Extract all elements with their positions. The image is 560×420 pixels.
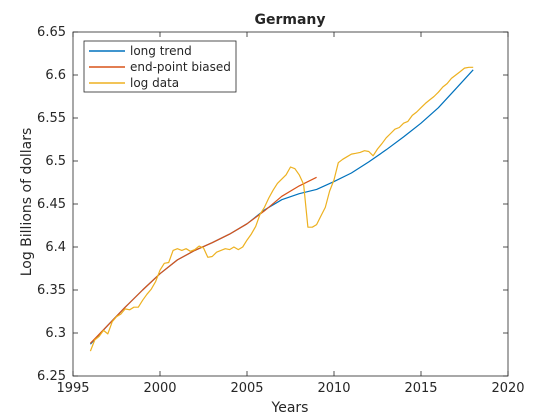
y-tick-label: 6.25 xyxy=(37,369,66,384)
x-axis-label: Years xyxy=(271,400,309,416)
axis-ticks: 1995 2000 2005 2010 2015 2020 6.25 6.3 6.35 6.4 6.… xyxy=(37,25,525,396)
series-line-log-data xyxy=(89,66,474,352)
x-tick-label: 2020 xyxy=(491,381,524,396)
x-tick-label: 1995 xyxy=(56,381,89,396)
legend: long trend end-point biased log data xyxy=(83,40,237,93)
y-tick-label: 6.6 xyxy=(45,68,66,83)
y-tick-label: 6.5 xyxy=(45,154,66,169)
x-tick-label: 2000 xyxy=(143,381,176,396)
y-tick-label: 6.55 xyxy=(37,111,66,126)
y-tick-label: 6.35 xyxy=(37,283,66,298)
x-tick-label: 2005 xyxy=(230,381,263,396)
x-tick-label: 2010 xyxy=(317,381,350,396)
legend-label: long trend xyxy=(130,44,192,58)
y-tick-label: 6.45 xyxy=(37,197,66,212)
legend-label: end-point biased xyxy=(130,60,231,74)
y-tick-label: 6.65 xyxy=(37,25,66,40)
y-axis-label: Log Billions of dollars xyxy=(19,128,35,277)
x-tick-label: 2015 xyxy=(404,381,437,396)
y-tick-label: 6.3 xyxy=(45,326,66,341)
series-lines xyxy=(89,66,474,352)
y-tick-label: 6.4 xyxy=(45,240,66,255)
series-line-end-point-biased xyxy=(89,176,317,344)
legend-label: log data xyxy=(130,76,179,90)
chart-title: Germany xyxy=(254,12,325,28)
